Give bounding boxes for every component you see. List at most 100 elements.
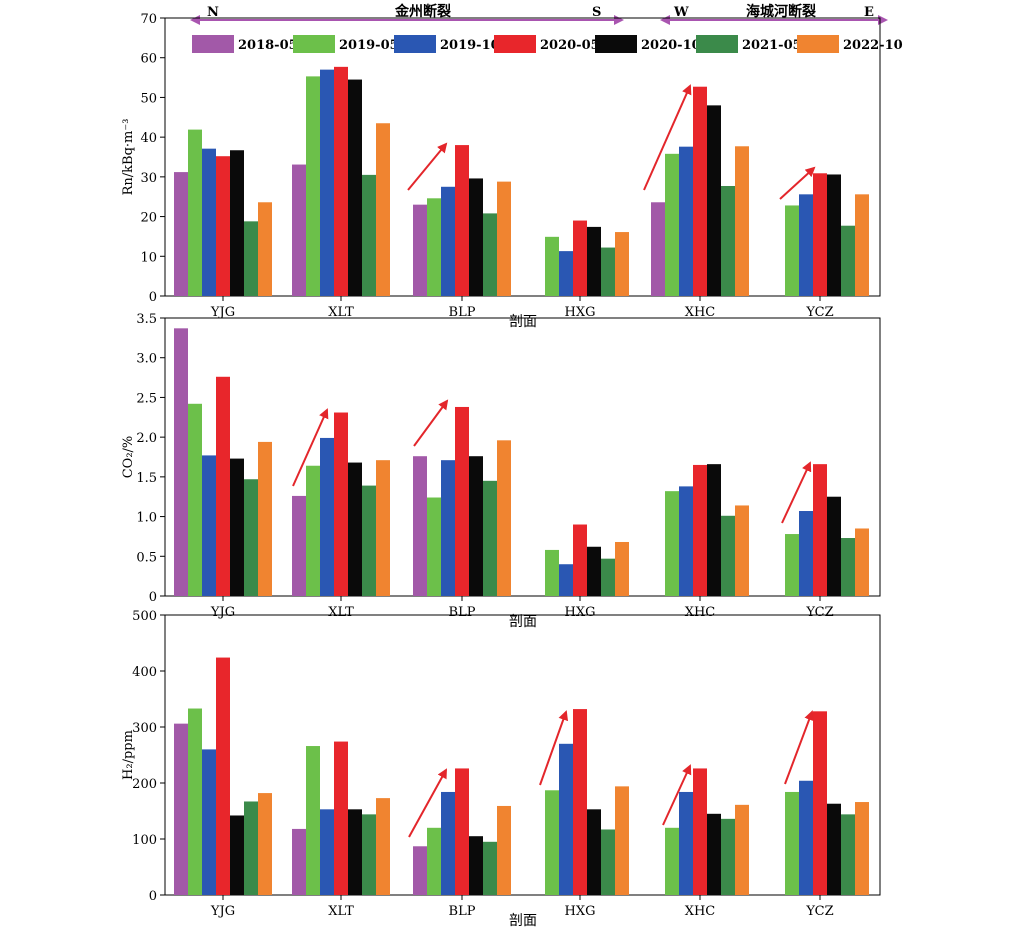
bar-2019-05-YJG (188, 403, 202, 596)
bar-2022-10-YJG (258, 202, 272, 296)
fault-header: N 金州断裂 S W 海城河断裂 E (190, 3, 888, 25)
bar-2020-05-HXG (573, 524, 587, 596)
bar-2018-05-YJG (174, 172, 188, 296)
bar-2019-10-YJG (202, 455, 216, 596)
bar-2020-05-BLP (455, 768, 469, 895)
bar-2019-10-BLP (441, 186, 455, 296)
x-tick-label: YJG (210, 305, 235, 320)
bar-2018-05-XHC (651, 202, 665, 296)
bar-2019-10-HXG (559, 743, 573, 895)
x-tick-label: HXG (565, 605, 596, 620)
x-tick-label: HXG (565, 904, 596, 919)
bar-2020-10-YJG (230, 458, 244, 596)
x-tick-label: YCZ (805, 904, 833, 919)
legend-label: 2022-10 (843, 38, 903, 53)
trend-arrow-XLT (292, 408, 329, 487)
bar-2022-10-YCZ (855, 528, 869, 596)
bar-2020-05-XLT (334, 66, 348, 296)
x-axis-title: 剖面 (509, 614, 537, 630)
right-fault-name: 海城河断裂 (746, 3, 816, 20)
bar-2020-10-HXG (587, 226, 601, 296)
x-tick-label: YJG (210, 605, 235, 620)
bar-2019-05-XHC (665, 491, 679, 596)
bar-2019-10-HXG (559, 251, 573, 296)
bar-2020-10-YCZ (827, 174, 841, 296)
plot-frame (164, 614, 881, 896)
legend-item: 2022-10 (797, 35, 903, 53)
bar-2021-05-YCZ (841, 225, 855, 296)
bar-2019-05-XHC (665, 153, 679, 296)
bar-2020-05-HXG (573, 709, 587, 895)
y-tick-label: 2.0 (136, 431, 157, 446)
y-tick-label: 0 (149, 290, 157, 305)
y-tick-label: 50 (140, 91, 157, 106)
bar-2020-10-HXG (587, 546, 601, 596)
x-tick-label: YJG (210, 904, 235, 919)
bar-2022-10-YCZ (855, 802, 869, 895)
legend-label: 2021-05 (742, 38, 802, 53)
x-tick-label: BLP (449, 904, 476, 919)
bar-2022-10-XHC (735, 146, 749, 296)
trend-arrow-BLP (413, 399, 449, 447)
bar-2021-05-XLT (362, 174, 376, 296)
bar-2018-05-BLP (413, 204, 427, 296)
y-tick-label: 10 (140, 250, 157, 265)
y-tick-label: 100 (132, 833, 157, 848)
bar-2019-05-XHC (665, 827, 679, 895)
bar-2020-10-XHC (707, 105, 721, 296)
x-tick-label: XHC (685, 305, 716, 320)
y-tick-label: 3.5 (136, 312, 157, 327)
bar-2020-10-YJG (230, 150, 244, 296)
x-tick-label: BLP (449, 605, 476, 620)
bar-2019-05-BLP (427, 497, 441, 596)
trend-arrow-XHC (643, 84, 692, 191)
bar-2019-10-YCZ (799, 780, 813, 895)
legend-label: 2020-10 (641, 38, 701, 53)
bar-2020-05-XHC (693, 464, 707, 596)
bar-2022-10-YJG (258, 441, 272, 596)
bar-2020-10-XHC (707, 464, 721, 596)
bar-2019-05-XLT (306, 76, 320, 296)
bar-2021-05-YCZ (841, 538, 855, 596)
bar-2021-05-BLP (483, 213, 497, 296)
legend-swatch (494, 35, 536, 53)
bar-2022-10-XHC (735, 804, 749, 895)
x-tick-label: HXG (565, 305, 596, 320)
bar-2021-05-BLP (483, 841, 497, 895)
bar-2019-10-BLP (441, 791, 455, 895)
bar-2019-10-YJG (202, 148, 216, 296)
bar-2020-10-BLP (469, 456, 483, 596)
y-tick-label: 3.0 (136, 352, 157, 367)
bar-2022-10-HXG (615, 786, 629, 895)
right-fault-end-label: E (864, 5, 874, 20)
rn-panel: 0 10 20 30 40 50 60 70 Rn/kBq·m⁻³ YJG XLT BLP HXG XHC… (121, 12, 881, 330)
bar-2019-10-XLT (320, 809, 334, 895)
bar-2020-10-YJG (230, 815, 244, 895)
bar-2021-05-XLT (362, 485, 376, 596)
bar-2019-05-YCZ (785, 205, 799, 296)
bar-2020-05-BLP (455, 406, 469, 596)
trend-arrow-YCZ (779, 166, 816, 200)
trend-arrow-BLP (408, 768, 447, 838)
bar-2019-05-BLP (427, 198, 441, 296)
bar-2021-05-HXG (601, 558, 615, 596)
trend-arrow-XHC (662, 764, 692, 826)
y-tick-label: 300 (132, 721, 157, 736)
bar-2020-10-XLT (348, 462, 362, 596)
y-axis-label: Rn/kBq·m⁻³ (121, 119, 136, 196)
bar-2019-05-BLP (427, 827, 441, 895)
x-tick-label: XHC (685, 904, 716, 919)
bar-2019-05-XLT (306, 465, 320, 596)
bar-2019-10-XHC (679, 486, 693, 596)
y-tick-label: 1.5 (136, 471, 157, 486)
legend-item: 2019-10 (394, 35, 500, 53)
legend-label: 2019-10 (440, 38, 500, 53)
h2-panel: 0 100 200 300 400 500 H₂/ppm YJG XLT BLP HXG XHC YCZ… (121, 609, 881, 929)
bar-2021-05-XHC (721, 185, 735, 296)
bar-2020-05-YCZ (813, 711, 827, 895)
bar-2018-05-YJG (174, 723, 188, 895)
bar-2019-05-YCZ (785, 791, 799, 895)
x-tick-label: XHC (685, 605, 716, 620)
plot-frame (164, 317, 881, 597)
